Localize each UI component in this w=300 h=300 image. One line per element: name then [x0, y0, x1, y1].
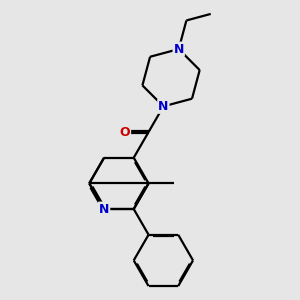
Text: N: N	[173, 43, 184, 56]
Text: N: N	[99, 202, 109, 215]
Text: O: O	[119, 125, 130, 139]
Text: N: N	[158, 100, 169, 113]
